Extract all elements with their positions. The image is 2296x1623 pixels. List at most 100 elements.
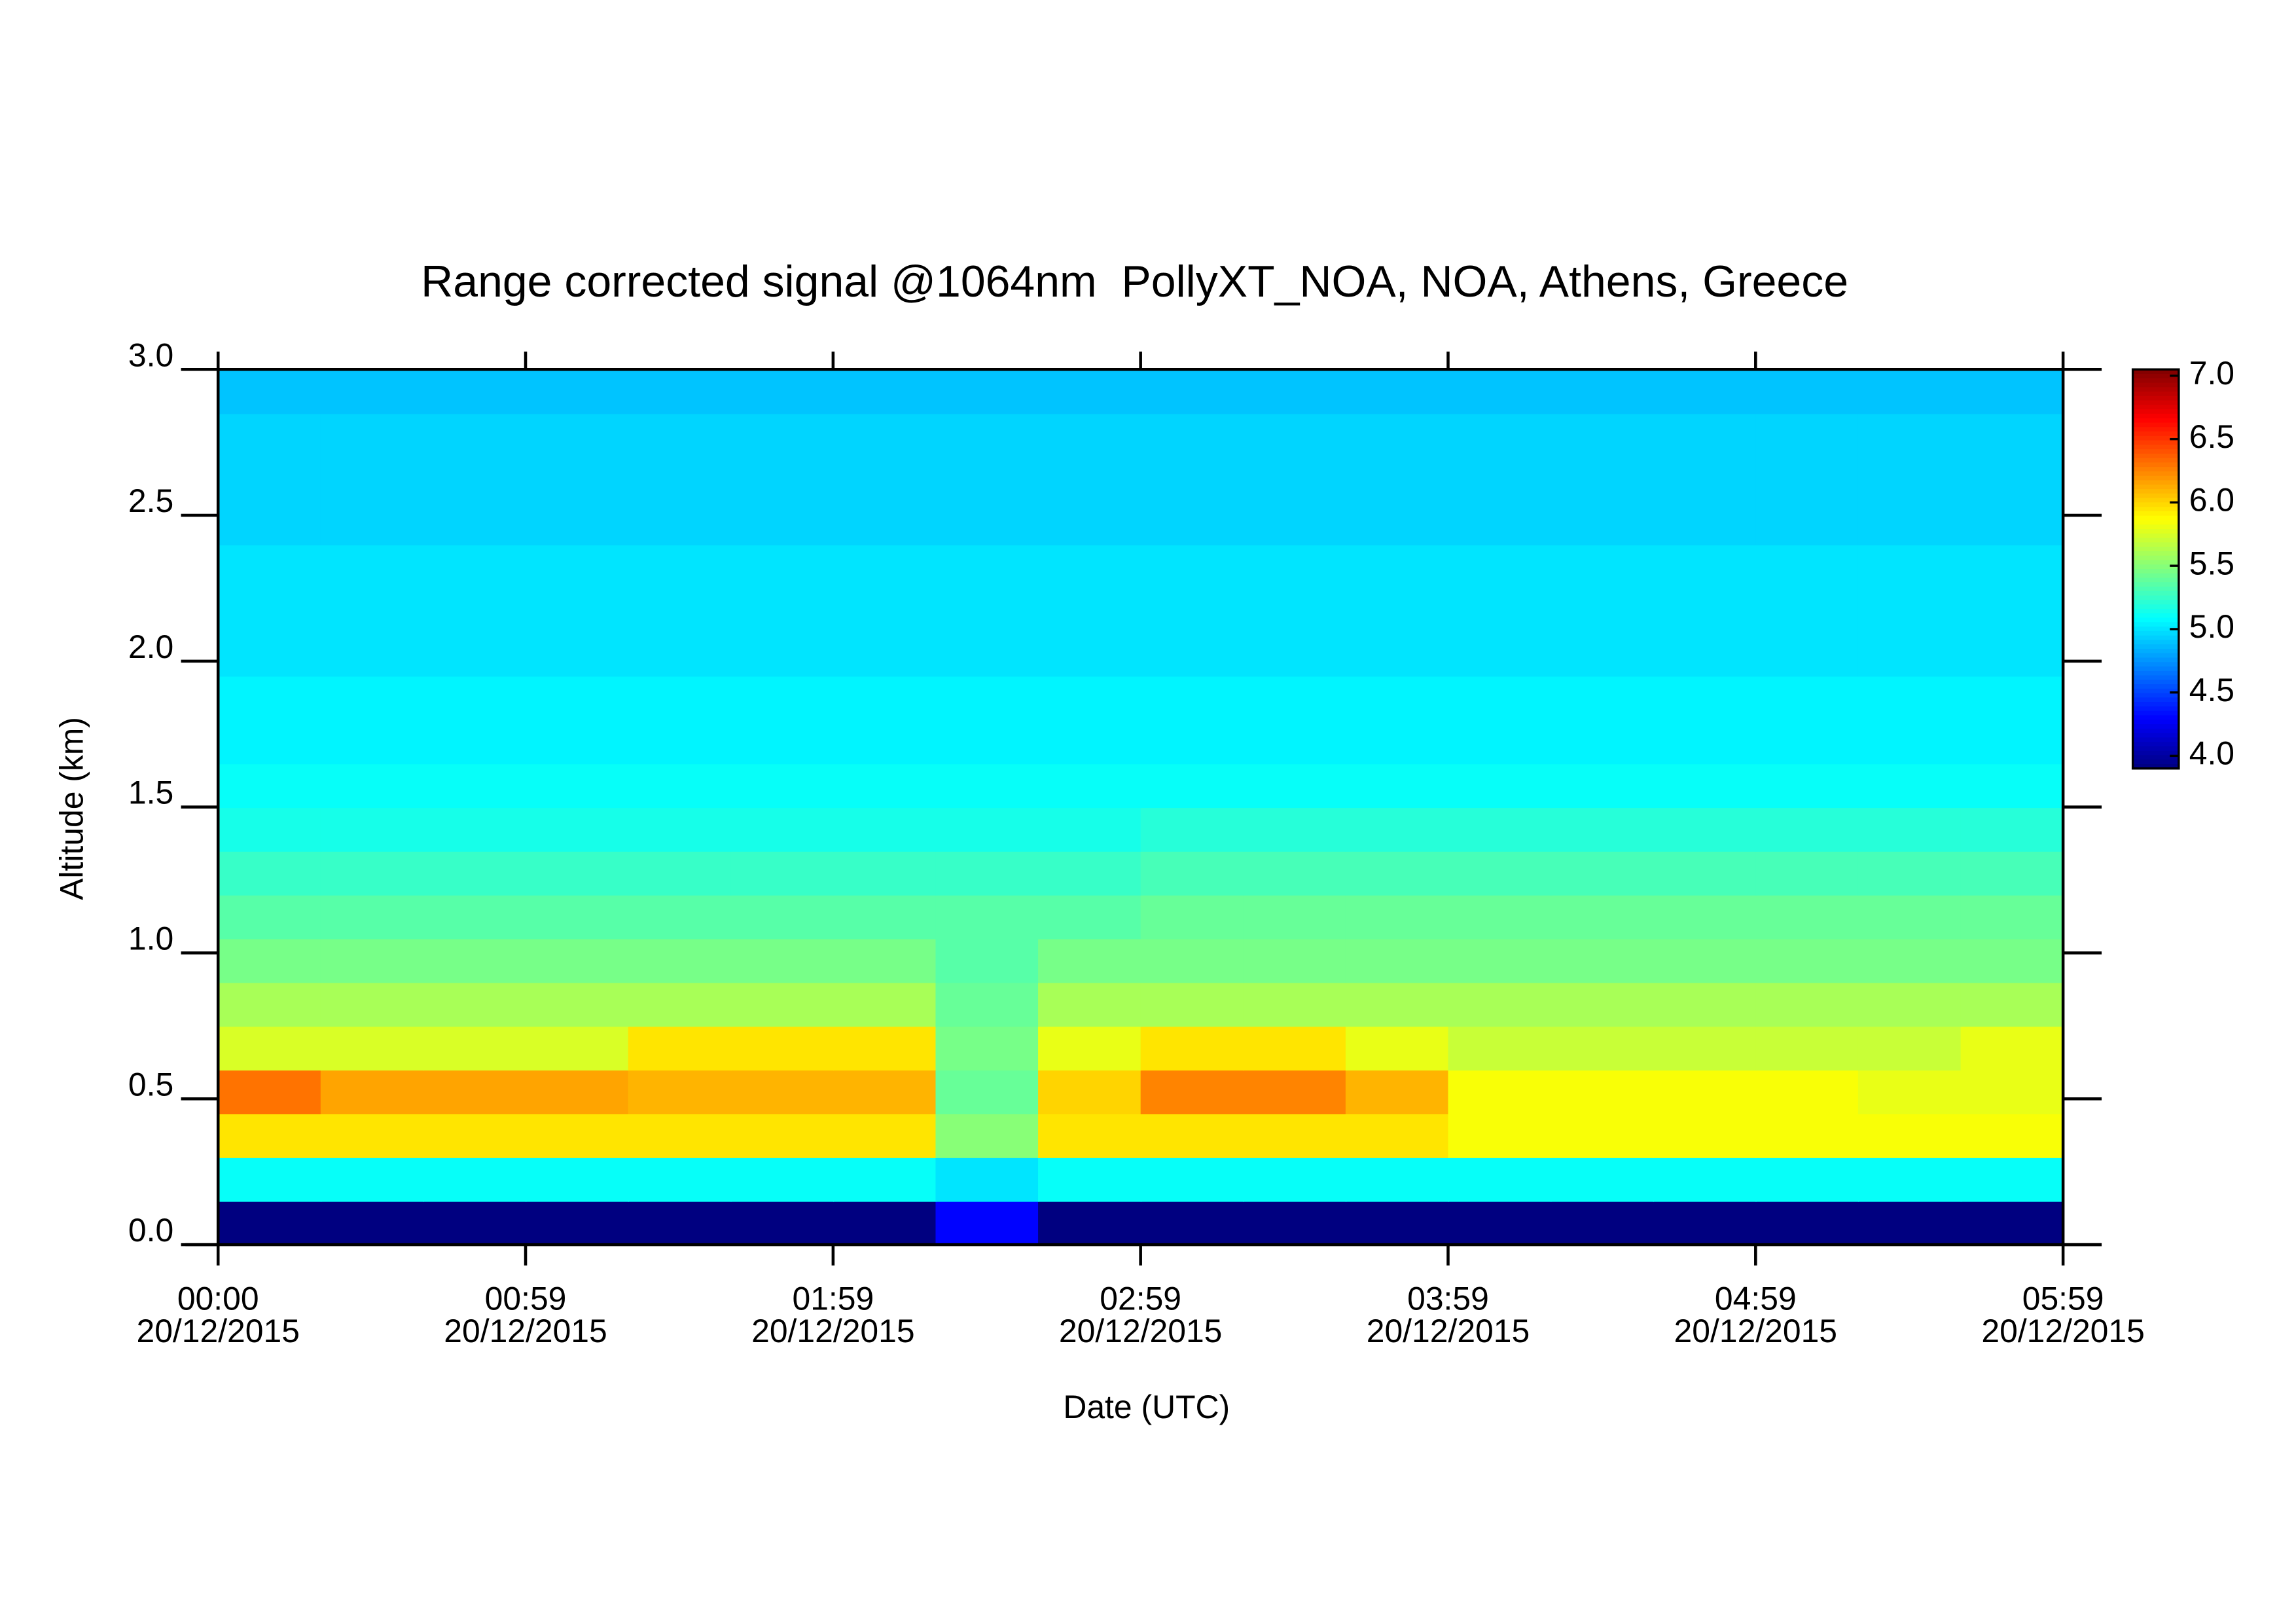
heat-cell — [1960, 807, 2064, 852]
heat-cell — [526, 588, 630, 633]
colorbar-swatch — [2132, 533, 2179, 539]
heat-cell — [1551, 1201, 1655, 1246]
heat-cell — [1653, 500, 1757, 545]
colorbar-swatch — [2132, 662, 2179, 668]
heat-cell — [526, 632, 630, 677]
heat-cell — [833, 938, 937, 983]
colorbar-swatch — [2132, 507, 2179, 513]
heat-cell — [1755, 894, 1859, 939]
colorbar-swatch — [2132, 520, 2179, 526]
heat-cell — [1243, 1025, 1347, 1071]
heat-cell — [1038, 413, 1142, 458]
colorbar-tick-label: 5.5 — [2189, 545, 2234, 581]
colorbar-tick-label: 4.5 — [2189, 672, 2234, 708]
heat-cell — [628, 500, 732, 545]
heat-cell — [833, 763, 937, 809]
heat-cell — [526, 500, 630, 545]
heat-cell — [730, 676, 834, 721]
heat-cell — [526, 894, 630, 939]
y-axis-title: Altitude (km) — [54, 717, 90, 900]
heat-cell — [1243, 413, 1347, 458]
heat-cell — [320, 894, 424, 939]
heat-cell — [1857, 369, 1962, 414]
heat-cell — [628, 807, 732, 852]
heat-cell — [423, 632, 527, 677]
heat-cell — [833, 632, 937, 677]
heat-cell — [730, 982, 834, 1027]
heat-cell — [1653, 1157, 1757, 1202]
colorbar-swatch — [2132, 542, 2179, 548]
heat-cell — [320, 1025, 424, 1071]
heat-cell — [1653, 632, 1757, 677]
heat-cell — [1140, 413, 1244, 458]
heat-cell — [935, 894, 1039, 939]
colorbar-swatch — [2132, 471, 2179, 477]
colorbar-swatch — [2132, 511, 2179, 517]
heat-cell — [935, 807, 1039, 852]
heat-cell — [218, 850, 322, 896]
heat-cell — [1551, 1069, 1655, 1114]
heat-cell — [423, 588, 527, 633]
heat-cell — [1960, 369, 2064, 414]
colorbar-swatch — [2132, 418, 2179, 424]
heat-cell — [1960, 1069, 2064, 1114]
heat-cell — [1243, 807, 1347, 852]
heat-cell — [730, 1113, 834, 1158]
heat-cell — [1140, 1157, 1244, 1202]
heat-cell — [1243, 1113, 1347, 1158]
heat-cell — [423, 894, 527, 939]
colorbar-swatch — [2132, 759, 2179, 765]
colorbar-swatch — [2132, 755, 2179, 761]
heat-cell — [1140, 1113, 1244, 1158]
colorbar-swatch — [2132, 627, 2179, 632]
heat-cell — [1038, 588, 1142, 633]
heat-cell — [1448, 456, 1552, 502]
heat-cell — [1140, 1069, 1244, 1114]
heat-cell — [1243, 763, 1347, 809]
heat-cell — [730, 938, 834, 983]
colorbar-swatch — [2132, 547, 2179, 553]
heat-cell — [423, 1201, 527, 1246]
heat-cell — [1345, 413, 1449, 458]
heat-cell — [320, 1113, 424, 1158]
heat-cell — [1551, 456, 1655, 502]
y-tick-label: 1.5 — [128, 775, 173, 811]
colorbar-swatch — [2132, 413, 2179, 419]
colorbar-swatch — [2132, 480, 2179, 486]
heat-cell — [218, 588, 322, 633]
heat-cell — [1038, 1113, 1142, 1158]
heat-cell — [320, 1201, 424, 1246]
heat-cell — [1551, 894, 1655, 939]
heat-cell — [1857, 1069, 1962, 1114]
heat-cell — [628, 676, 732, 721]
heat-cell — [1857, 894, 1962, 939]
heat-cell — [935, 456, 1039, 502]
heat-cell — [833, 1025, 937, 1071]
heat-cell — [1551, 413, 1655, 458]
heat-cell — [218, 500, 322, 545]
colorbar-swatch — [2132, 502, 2179, 508]
heat-cell — [628, 1025, 732, 1071]
heat-cell — [628, 894, 732, 939]
heat-cell — [1448, 676, 1552, 721]
heat-cell — [1857, 1025, 1962, 1071]
heat-cell — [935, 1201, 1039, 1246]
heat-cell — [730, 807, 834, 852]
heat-cell — [628, 1201, 732, 1246]
heat-cell — [320, 588, 424, 633]
heat-cell — [1448, 1025, 1552, 1071]
heat-cell — [935, 500, 1039, 545]
heat-cell — [423, 544, 527, 589]
heat-cell — [1345, 456, 1449, 502]
heat-cell — [935, 369, 1039, 414]
heat-cell — [833, 413, 937, 458]
colorbar-swatch — [2132, 746, 2179, 752]
heat-cell — [1243, 1069, 1347, 1114]
colorbar-swatch — [2132, 378, 2179, 384]
heat-cell — [1551, 938, 1655, 983]
heat-cell — [526, 938, 630, 983]
colorbar-swatch — [2132, 569, 2179, 574]
heat-cell — [1038, 1069, 1142, 1114]
colorbar-tick-label: 5.0 — [2189, 608, 2234, 645]
x-tick-label: 01:59 20/12/2015 — [751, 1280, 914, 1349]
